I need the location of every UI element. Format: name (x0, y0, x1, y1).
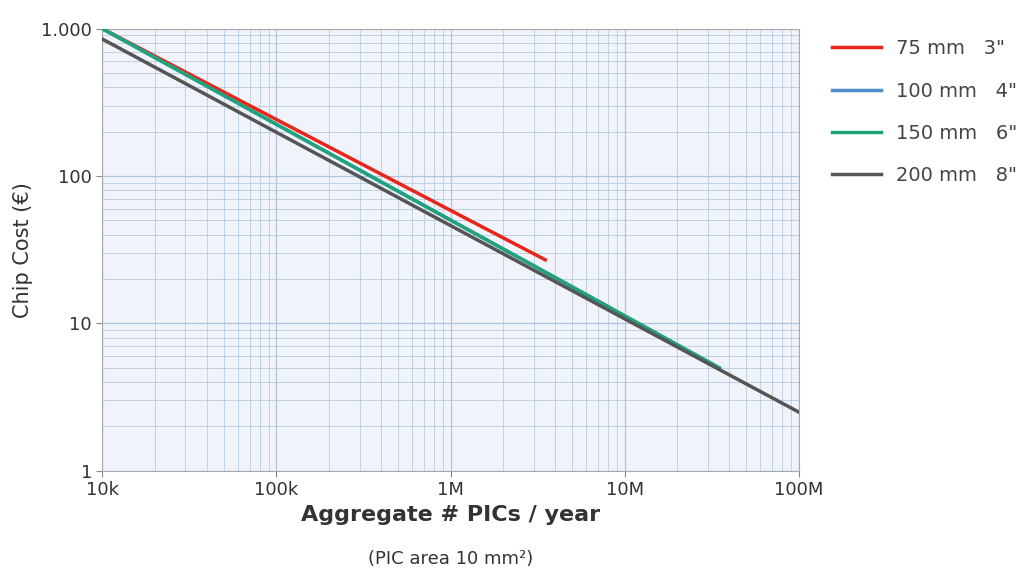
75 mm   3" (459, 215, 471, 222)
75 mm   3" (306, 135, 318, 142)
Line: 150 mm   6": 150 mm 6" (102, 29, 719, 368)
100 mm   4" (336, 157, 348, 164)
100 mm   4" (511, 253, 523, 260)
200 mm   8" (793, 409, 805, 416)
150 mm   6" (393, 188, 406, 195)
200 mm   8" (511, 258, 523, 265)
100 mm   4" (590, 296, 602, 303)
150 mm   6" (389, 187, 401, 193)
100 mm   4" (96, 25, 109, 32)
200 mm   8" (427, 213, 439, 220)
100 mm   4" (602, 303, 614, 310)
Legend: 75 mm   3", 100 mm   4", 150 mm   6", 200 mm   8": 75 mm 3", 100 mm 4", 150 mm 6", 200 mm 8… (822, 30, 1024, 195)
Line: 200 mm   8": 200 mm 8" (102, 39, 799, 412)
150 mm   6" (96, 25, 109, 32)
150 mm   6" (713, 364, 725, 371)
150 mm   6" (464, 227, 476, 234)
Line: 100 mm   4": 100 mm 4" (102, 29, 608, 307)
100 mm   4" (397, 191, 410, 197)
Line: 75 mm   3": 75 mm 3" (102, 29, 545, 260)
150 mm   6" (602, 303, 614, 310)
100 mm   4" (370, 176, 382, 183)
200 mm   8" (431, 215, 443, 222)
75 mm   3" (528, 251, 541, 258)
Y-axis label: Chip Cost (€): Chip Cost (€) (12, 182, 33, 317)
200 mm   8" (667, 342, 679, 348)
Text: (PIC area 10 mm²): (PIC area 10 mm²) (368, 550, 534, 568)
150 mm   6" (430, 209, 442, 216)
75 mm   3" (336, 150, 348, 157)
75 mm   3" (96, 25, 109, 32)
75 mm   3" (539, 257, 551, 263)
200 mm   8" (473, 238, 485, 245)
100 mm   4" (339, 159, 351, 166)
200 mm   8" (776, 400, 788, 406)
200 mm   8" (96, 36, 109, 42)
75 mm   3" (359, 163, 372, 170)
X-axis label: Aggregate # PICs / year: Aggregate # PICs / year (301, 505, 600, 525)
150 mm   6" (698, 356, 711, 363)
75 mm   3" (309, 137, 322, 144)
